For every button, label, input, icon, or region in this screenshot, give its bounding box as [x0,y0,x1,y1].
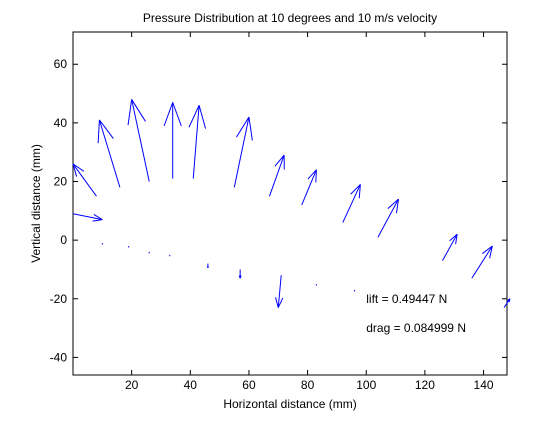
x-tick-label: 40 [184,378,198,392]
drag-annotation: drag = 0.084999 N [366,321,466,335]
y-axis-label: Vertical distance (mm) [29,144,43,263]
y-tick-label: 40 [54,116,68,130]
lift-annotation: lift = 0.49447 N [366,292,447,306]
pressure-arrow [207,264,208,268]
y-tick-label: 0 [60,233,67,247]
x-tick-label: 20 [125,378,139,392]
x-axis-label: Horizontal distance (mm) [223,397,356,411]
x-tick-label: 140 [474,378,494,392]
x-tick-label: 120 [415,378,435,392]
y-tick-label: 60 [54,57,68,71]
y-tick-label: -40 [50,350,68,364]
x-tick-label: 80 [301,378,315,392]
x-tick-label: 100 [356,378,376,392]
y-tick-label: -20 [50,292,68,306]
chart-title: Pressure Distribution at 10 degrees and … [143,11,437,25]
x-tick-label: 60 [242,378,256,392]
y-tick-label: 20 [54,175,68,189]
arrow-head [316,170,317,183]
